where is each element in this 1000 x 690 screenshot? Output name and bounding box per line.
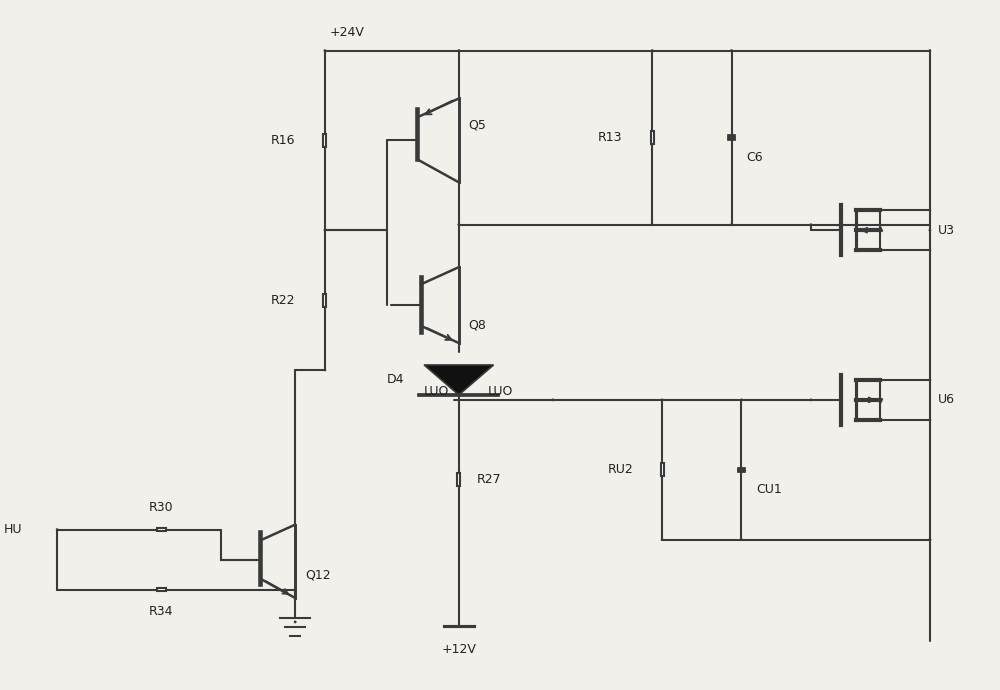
Text: R13: R13	[598, 131, 622, 144]
Bar	[651, 131, 654, 144]
Circle shape	[741, 539, 742, 540]
Circle shape	[458, 50, 460, 51]
Circle shape	[810, 224, 812, 226]
Circle shape	[810, 400, 812, 401]
Circle shape	[661, 400, 663, 401]
Circle shape	[929, 50, 931, 51]
Circle shape	[929, 539, 931, 540]
Text: R22: R22	[270, 293, 295, 306]
Circle shape	[652, 224, 653, 226]
Text: +24V: +24V	[330, 26, 365, 39]
Circle shape	[929, 210, 931, 211]
Polygon shape	[424, 365, 494, 395]
Text: R27: R27	[477, 473, 501, 486]
Circle shape	[458, 224, 460, 226]
Text: R30: R30	[149, 501, 174, 514]
Circle shape	[929, 419, 931, 420]
Text: Q5: Q5	[469, 119, 487, 132]
Circle shape	[324, 369, 326, 371]
Text: LUO: LUO	[488, 386, 513, 398]
Bar	[323, 294, 326, 306]
Text: C6: C6	[746, 151, 763, 164]
Text: CU1: CU1	[756, 483, 782, 496]
Circle shape	[731, 50, 732, 51]
Text: Q8: Q8	[469, 319, 487, 331]
Text: HU: HU	[4, 523, 22, 536]
Circle shape	[294, 589, 296, 590]
Text: R16: R16	[270, 134, 295, 147]
Circle shape	[56, 529, 58, 531]
Text: R34: R34	[149, 605, 174, 618]
Circle shape	[324, 230, 326, 231]
Text: RU2: RU2	[608, 463, 633, 476]
Circle shape	[731, 224, 732, 226]
Bar	[157, 529, 166, 531]
Circle shape	[929, 250, 931, 251]
Circle shape	[661, 539, 663, 540]
Circle shape	[929, 380, 931, 381]
Circle shape	[294, 621, 296, 622]
Bar	[457, 473, 460, 486]
Text: +12V: +12V	[441, 643, 476, 656]
Text: D4: D4	[387, 373, 404, 386]
Circle shape	[552, 400, 554, 401]
Circle shape	[929, 539, 931, 540]
Text: U3: U3	[938, 224, 955, 237]
Bar	[323, 134, 326, 147]
Text: Q12: Q12	[305, 568, 331, 581]
Circle shape	[652, 50, 653, 51]
Bar	[157, 588, 166, 591]
Bar	[661, 463, 664, 476]
Circle shape	[324, 50, 326, 51]
Text: U6: U6	[938, 393, 955, 406]
Text: LUO: LUO	[424, 386, 449, 398]
Circle shape	[741, 400, 742, 401]
Circle shape	[929, 230, 931, 231]
